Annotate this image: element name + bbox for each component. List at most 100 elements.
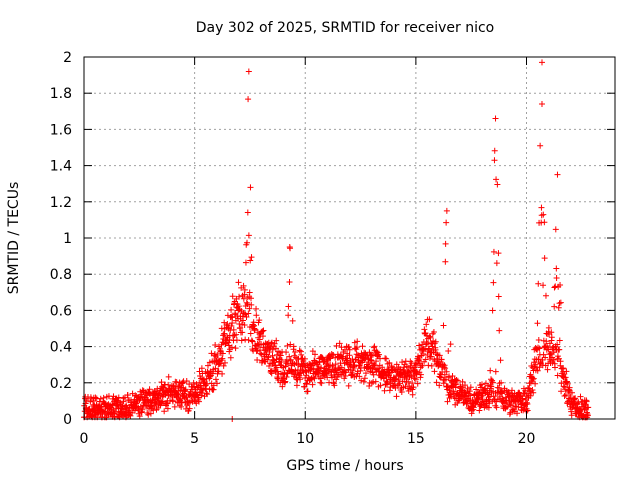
data-point: [417, 371, 424, 378]
data-point: [219, 350, 226, 357]
data-point: [182, 387, 189, 394]
data-point: [159, 398, 166, 405]
data-point: [493, 404, 500, 411]
data-point: [97, 395, 104, 402]
data-point: [242, 336, 249, 343]
data-point: [235, 303, 242, 310]
data-point: [441, 362, 448, 369]
data-point: [238, 321, 245, 328]
data-point: [271, 359, 278, 366]
data-point: [338, 344, 345, 351]
data-point: [526, 385, 533, 392]
data-point: [247, 295, 254, 302]
data-point: [529, 387, 536, 394]
data-point: [163, 400, 170, 407]
data-point: [431, 340, 438, 347]
data-point: [541, 255, 548, 262]
data-point: [218, 325, 225, 332]
data-point: [265, 353, 272, 360]
data-point: [259, 333, 266, 340]
data-point: [237, 324, 244, 331]
data-point: [251, 326, 258, 333]
data-point: [370, 371, 377, 378]
data-point: [551, 284, 558, 291]
data-point: [161, 408, 168, 415]
data-point: [534, 320, 541, 327]
data-point: [325, 367, 332, 374]
data-point: [548, 334, 555, 341]
data-point: [241, 322, 248, 329]
data-point: [555, 304, 562, 311]
data-point: [342, 373, 349, 380]
data-point: [419, 362, 426, 369]
data-point: [256, 336, 263, 343]
data-point: [243, 299, 250, 306]
data-point: [317, 379, 324, 386]
data-point: [182, 386, 189, 393]
data-point: [534, 367, 541, 374]
data-point: [246, 305, 253, 312]
data-point: [425, 362, 432, 369]
data-point: [495, 293, 502, 300]
data-point: [319, 354, 326, 361]
data-point: [115, 394, 122, 401]
data-point: [224, 320, 231, 327]
data-point: [297, 376, 304, 383]
data-point: [160, 384, 167, 391]
data-point: [444, 398, 451, 405]
data-point: [298, 351, 305, 358]
data-point: [492, 368, 499, 375]
data-point: [427, 334, 434, 341]
data-point: [409, 380, 416, 387]
data-point: [373, 348, 380, 355]
data-point: [554, 353, 561, 360]
y-tick-label: 0: [63, 412, 72, 428]
data-point: [524, 401, 531, 408]
data-point: [552, 226, 559, 233]
data-point: [382, 355, 389, 362]
data-point: [274, 375, 281, 382]
data-point: [563, 368, 570, 375]
data-points: [81, 59, 592, 422]
data-point: [204, 391, 211, 398]
y-axis-label: SRMTID / TECUs: [6, 182, 22, 295]
data-point: [488, 383, 495, 390]
data-point: [266, 362, 273, 369]
data-point: [218, 341, 225, 348]
data-point: [568, 412, 575, 419]
data-point: [523, 399, 530, 406]
data-point: [553, 274, 560, 281]
data-point: [360, 378, 367, 385]
data-point: [198, 365, 205, 372]
data-point: [179, 379, 186, 386]
data-point: [273, 364, 280, 371]
data-point: [268, 370, 275, 377]
data-point: [538, 59, 545, 66]
data-point: [227, 354, 234, 361]
data-point: [461, 382, 468, 389]
data-point: [290, 343, 297, 350]
data-point: [289, 317, 296, 324]
data-point: [83, 397, 90, 404]
data-point: [468, 407, 475, 414]
data-point: [485, 394, 492, 401]
data-point: [257, 350, 264, 357]
data-point: [377, 382, 384, 389]
data-point: [375, 351, 382, 358]
data-point: [139, 393, 146, 400]
data-point: [412, 362, 419, 369]
data-point: [550, 356, 557, 363]
data-point: [370, 344, 377, 351]
y-tick-label: 0.4: [50, 340, 72, 356]
data-point: [336, 340, 343, 347]
data-point: [249, 338, 256, 345]
data-point: [165, 381, 172, 388]
data-point: [537, 142, 544, 149]
data-point: [220, 362, 227, 369]
data-point: [447, 341, 454, 348]
data-point: [90, 398, 97, 405]
data-point: [452, 384, 459, 391]
data-point: [428, 362, 435, 369]
data-point: [244, 301, 251, 308]
data-point: [146, 386, 153, 393]
